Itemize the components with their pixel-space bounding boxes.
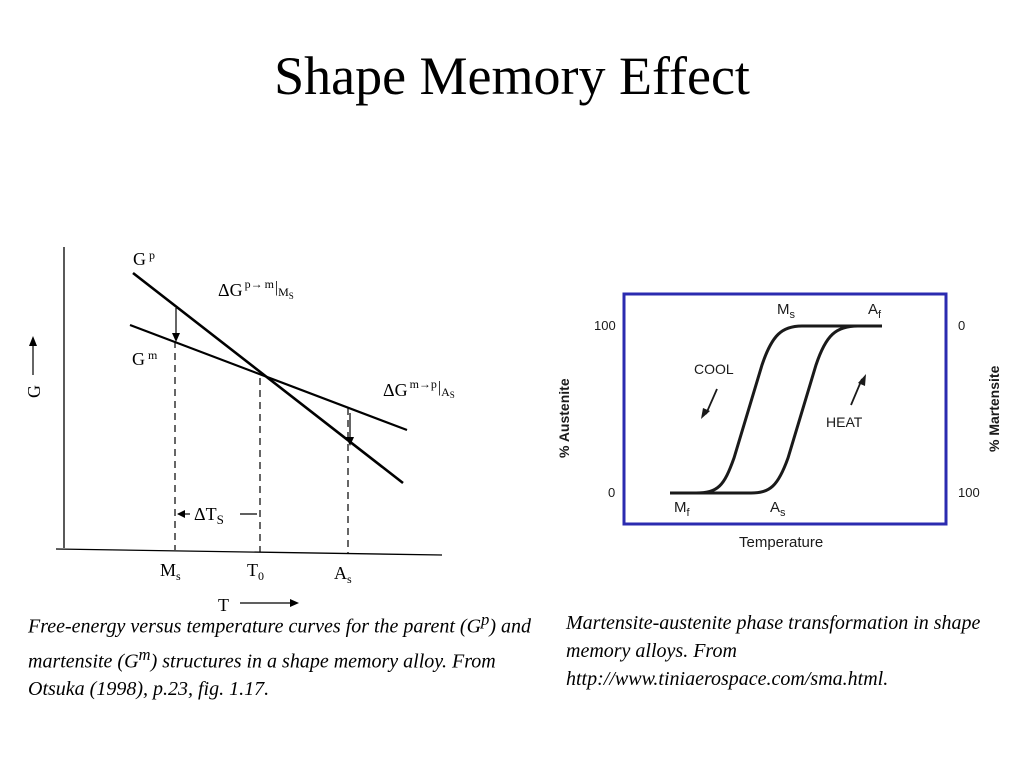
right-top-value: 0 [958, 318, 965, 333]
left-top-value: 100 [594, 318, 616, 333]
martensite-axis-label: % Martensite [986, 365, 1002, 452]
cool-label: COOL [694, 361, 734, 377]
g-axis-label: G [24, 385, 44, 398]
slide-title: Shape Memory Effect [274, 46, 750, 106]
t-axis-line [55, 548, 443, 556]
ms-label: Ms [777, 301, 796, 321]
cool-arrow [705, 388, 718, 415]
arrowhead-icon [177, 510, 185, 518]
hysteresis-frame [622, 292, 948, 526]
af-label: Af [868, 301, 882, 321]
delta-ts-label: ΔTS [194, 504, 224, 527]
caption-phase-transformation: Martensite-austenite phase transformatio… [566, 612, 981, 690]
right-bottom-value: 100 [958, 485, 980, 500]
arrowhead-icon [29, 336, 37, 346]
delta-gpm-label: ΔG p→ m|MS [218, 277, 294, 301]
arrowhead-icon [172, 333, 180, 342]
left-bottom-value: 0 [608, 485, 615, 500]
heat-label: HEAT [826, 414, 863, 430]
as-tick-label: As [334, 563, 352, 586]
as-label: As [770, 499, 786, 519]
hysteresis-diagram: 100 0 0 100 % Austenite % Martensite Tem… [556, 292, 1002, 551]
gm-curve [129, 323, 408, 432]
ms-tick-label: Ms [160, 560, 181, 583]
cooling-curve [670, 324, 862, 495]
t0-tick-label: T0 [247, 560, 264, 583]
arrowhead-icon [858, 374, 866, 386]
t-axis-label: T [218, 595, 229, 615]
austenite-axis-label: % Austenite [556, 378, 572, 458]
delta-gmp-label: ΔG m→p|AS [383, 377, 455, 400]
arrowhead-icon [346, 437, 354, 446]
arrowhead-icon [290, 599, 299, 607]
caption-free-energy: Free-energy versus temperature curves fo… [28, 610, 532, 701]
arrowhead-icon [701, 408, 710, 419]
temperature-axis-label: Temperature [739, 534, 823, 551]
heating-curve [696, 324, 882, 495]
mf-label: Mf [674, 499, 691, 519]
